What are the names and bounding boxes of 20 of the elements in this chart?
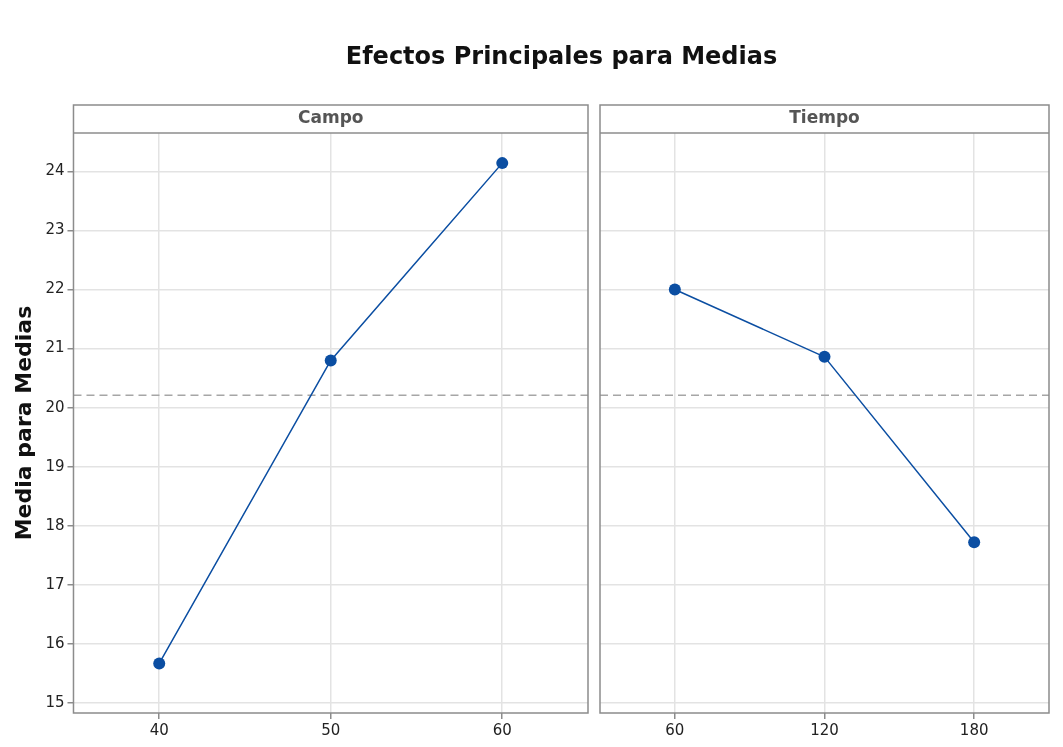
y-axis-title: Media para Medias <box>10 305 36 541</box>
x-tick-label: 60 <box>492 720 512 739</box>
x-tick-label: 50 <box>321 720 341 739</box>
y-tick-label: 16 <box>45 633 65 652</box>
y-tick-label: 24 <box>45 161 65 180</box>
x-tick-label: 120 <box>810 720 839 739</box>
y-tick-label: 21 <box>45 338 65 357</box>
chart-subtitle: Campo <box>297 107 364 128</box>
chart-subtitle: Tiempo <box>789 107 860 128</box>
y-tick-label: 17 <box>45 574 65 593</box>
y-tick-label: 20 <box>45 397 65 416</box>
x-tick-label: 60 <box>665 720 685 739</box>
chart-title: Efectos Principales para Medias <box>345 41 778 70</box>
x-tick-label: 180 <box>959 720 989 739</box>
y-tick-label: 18 <box>45 515 65 534</box>
y-tick-label: 23 <box>45 220 65 239</box>
y-tick-label: 19 <box>45 456 65 475</box>
x-tick-label: 40 <box>149 720 169 739</box>
y-tick-label: 22 <box>45 279 65 298</box>
y-tick-label: 15 <box>45 692 65 711</box>
